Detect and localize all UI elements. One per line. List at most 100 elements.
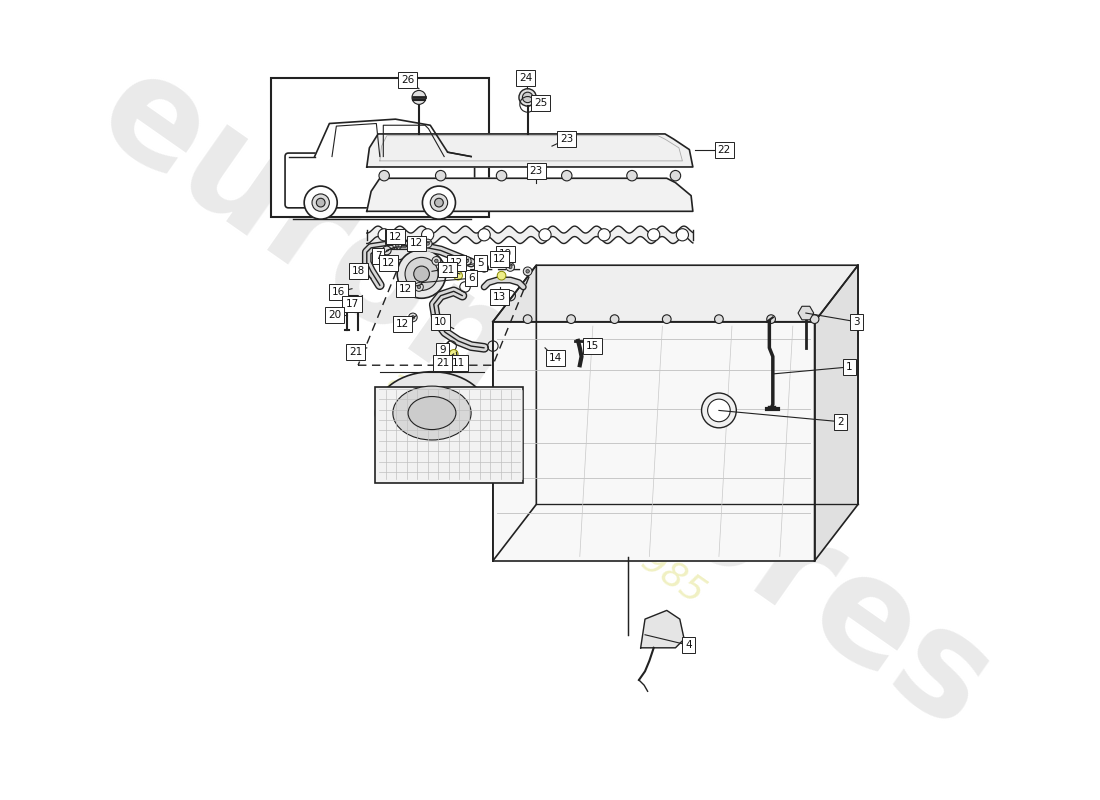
Circle shape xyxy=(422,186,455,219)
Circle shape xyxy=(462,257,471,266)
Circle shape xyxy=(434,259,438,262)
Circle shape xyxy=(450,350,458,358)
Circle shape xyxy=(432,257,441,266)
Text: 25: 25 xyxy=(535,98,548,108)
Circle shape xyxy=(676,229,689,241)
Text: 6: 6 xyxy=(468,274,474,283)
Polygon shape xyxy=(493,266,858,322)
Circle shape xyxy=(412,90,426,104)
Circle shape xyxy=(662,314,671,323)
Text: 12: 12 xyxy=(399,284,412,294)
Circle shape xyxy=(670,170,681,181)
Circle shape xyxy=(312,194,329,211)
Text: 11: 11 xyxy=(451,358,464,368)
Circle shape xyxy=(405,258,438,290)
Text: 21: 21 xyxy=(349,347,362,357)
Circle shape xyxy=(496,170,507,181)
Text: 4: 4 xyxy=(685,640,692,650)
Circle shape xyxy=(465,259,469,262)
Circle shape xyxy=(610,314,619,323)
Circle shape xyxy=(411,316,415,319)
Circle shape xyxy=(508,266,512,269)
Circle shape xyxy=(519,89,537,106)
Text: 22: 22 xyxy=(717,145,730,154)
Circle shape xyxy=(417,286,420,289)
Circle shape xyxy=(317,198,324,207)
Circle shape xyxy=(408,313,417,322)
Text: 14: 14 xyxy=(549,354,562,363)
Polygon shape xyxy=(493,266,537,561)
Circle shape xyxy=(522,92,532,102)
Circle shape xyxy=(627,170,637,181)
Text: 13: 13 xyxy=(493,293,506,302)
Text: 24: 24 xyxy=(519,74,532,83)
Text: 26: 26 xyxy=(402,75,415,85)
Text: 12: 12 xyxy=(450,258,463,268)
Text: 12: 12 xyxy=(396,319,409,330)
Circle shape xyxy=(566,314,575,323)
Polygon shape xyxy=(815,266,858,561)
Circle shape xyxy=(524,267,532,276)
Circle shape xyxy=(715,314,724,323)
Text: 1: 1 xyxy=(846,362,852,372)
Text: 12: 12 xyxy=(409,238,424,249)
Circle shape xyxy=(379,170,389,181)
Circle shape xyxy=(393,241,402,250)
Circle shape xyxy=(424,239,432,248)
Text: 16: 16 xyxy=(331,287,344,297)
Circle shape xyxy=(483,266,486,270)
Text: 7: 7 xyxy=(375,250,382,261)
Polygon shape xyxy=(640,610,684,648)
Polygon shape xyxy=(798,306,814,320)
Circle shape xyxy=(305,186,338,219)
Circle shape xyxy=(497,271,506,280)
Circle shape xyxy=(436,170,446,181)
Text: 19: 19 xyxy=(499,249,513,259)
Text: 12: 12 xyxy=(382,258,395,268)
Circle shape xyxy=(453,271,462,280)
Circle shape xyxy=(397,250,446,298)
Circle shape xyxy=(811,314,818,323)
Circle shape xyxy=(702,393,736,428)
Text: 23: 23 xyxy=(560,134,573,144)
Text: 21: 21 xyxy=(441,265,454,274)
Circle shape xyxy=(434,198,443,207)
Circle shape xyxy=(480,263,488,272)
Circle shape xyxy=(421,229,433,241)
Text: 23: 23 xyxy=(530,166,543,176)
Ellipse shape xyxy=(375,372,488,454)
Circle shape xyxy=(648,229,660,241)
Text: 21: 21 xyxy=(436,358,449,368)
Circle shape xyxy=(707,399,730,422)
Bar xyxy=(375,387,524,482)
Circle shape xyxy=(396,243,399,247)
Circle shape xyxy=(539,229,551,241)
Circle shape xyxy=(524,314,532,323)
Text: 10: 10 xyxy=(434,317,448,326)
Polygon shape xyxy=(493,322,815,561)
Circle shape xyxy=(767,314,775,323)
Ellipse shape xyxy=(393,386,471,440)
Text: 18: 18 xyxy=(352,266,365,276)
Text: 20: 20 xyxy=(328,310,341,320)
Bar xyxy=(271,78,488,218)
Circle shape xyxy=(598,229,611,241)
Text: 8: 8 xyxy=(388,231,395,242)
Text: 9: 9 xyxy=(439,346,446,355)
Circle shape xyxy=(414,266,429,282)
Text: 12: 12 xyxy=(493,254,506,264)
Polygon shape xyxy=(366,178,693,211)
Circle shape xyxy=(383,246,392,254)
Polygon shape xyxy=(288,119,471,204)
Text: euromotores: euromotores xyxy=(73,40,1018,760)
FancyBboxPatch shape xyxy=(285,153,474,208)
Circle shape xyxy=(478,229,491,241)
Text: 2: 2 xyxy=(837,417,844,426)
Circle shape xyxy=(430,194,448,211)
Circle shape xyxy=(526,270,529,273)
Ellipse shape xyxy=(408,397,455,430)
Circle shape xyxy=(415,282,424,291)
Text: 5: 5 xyxy=(477,258,484,268)
Text: 17: 17 xyxy=(345,299,359,310)
Text: 15: 15 xyxy=(586,341,600,351)
